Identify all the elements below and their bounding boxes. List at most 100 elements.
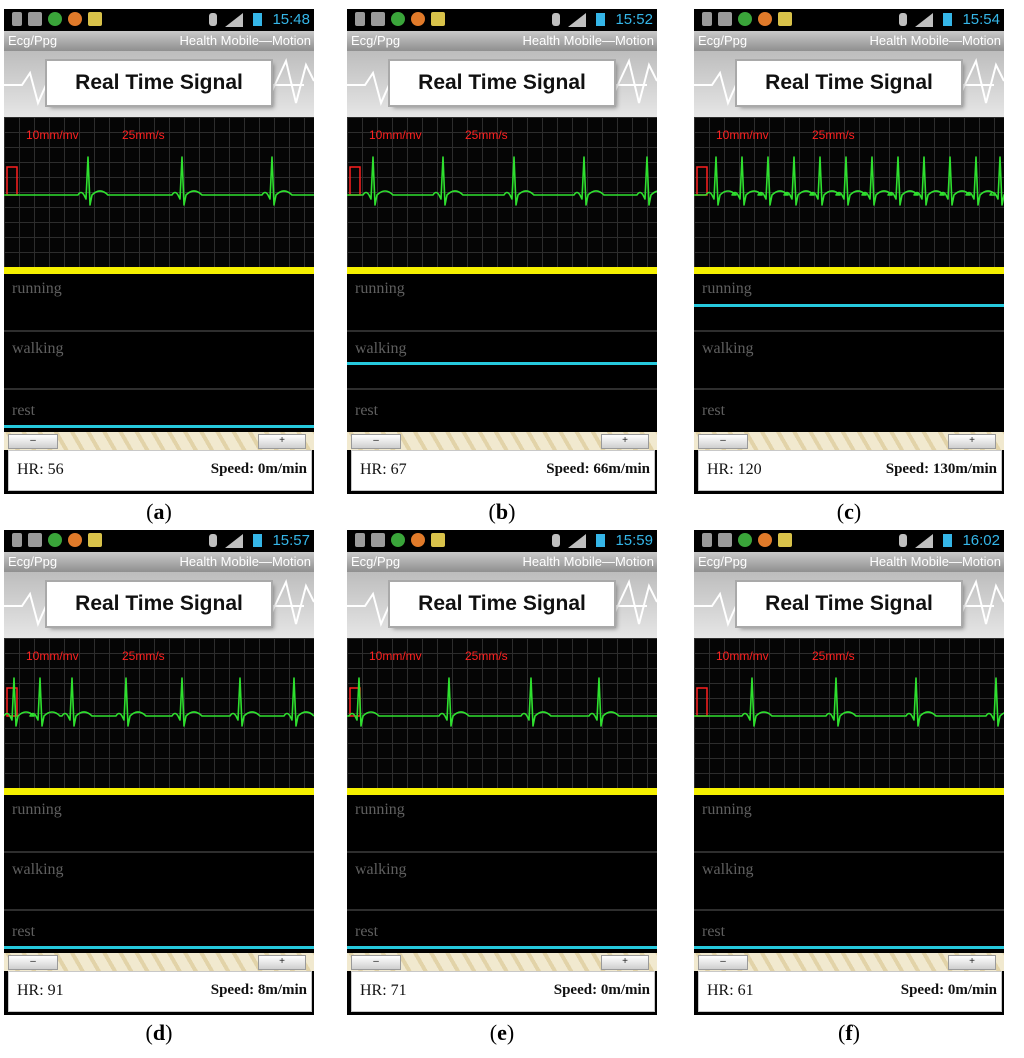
bluetooth-icon [899, 13, 907, 26]
lane-divider [694, 909, 1004, 911]
ecg-activity-separator [347, 788, 657, 795]
speed-readout: Speed: 66m/min [546, 461, 650, 477]
readout-bar: HR: 56 Speed: 0m/min [8, 450, 312, 491]
ecg-grid: 10mm/mv 25mm/s [347, 117, 657, 267]
ecg-grid: 10mm/mv 25mm/s [694, 117, 1004, 267]
app-orange-icon [68, 533, 82, 547]
zoom-out-button[interactable]: – [351, 955, 401, 970]
signal-icon [568, 534, 586, 548]
heart-rate-readout: HR: 56 [17, 461, 64, 478]
app-name: Ecg/Ppg [698, 33, 748, 48]
lane-divider [347, 909, 657, 911]
lane-divider [694, 851, 1004, 853]
app-green-icon [738, 12, 752, 26]
app-title-bar: Ecg/Ppg Health Mobile—Motion [4, 31, 314, 51]
signal-icon [915, 13, 933, 27]
lane-rest-label: rest [355, 923, 379, 940]
lane-running-label: running [355, 801, 405, 818]
paper-speed-label: 25mm/s [465, 128, 508, 142]
paper-speed-label: 25mm/s [122, 128, 165, 142]
zoom-out-button[interactable]: – [698, 434, 748, 449]
zoom-control-bar: – + [694, 953, 1004, 971]
usb-icon [12, 533, 22, 547]
app-green-icon [48, 12, 62, 26]
ecg-waveform [4, 677, 314, 727]
zoom-in-button[interactable]: + [258, 955, 306, 970]
banner: Real Time Signal [694, 51, 1004, 117]
ecg-activity-separator [694, 267, 1004, 274]
lane-divider [694, 388, 1004, 390]
android-debug-icon [718, 12, 732, 26]
battery-icon [943, 534, 952, 547]
battery-icon [596, 13, 605, 26]
lane-divider [347, 388, 657, 390]
zoom-out-button[interactable]: – [351, 434, 401, 449]
zoom-control-bar: – + [4, 432, 314, 450]
lane-divider [4, 851, 314, 853]
lane-rest: rest [347, 390, 657, 432]
calibration-pulse [696, 687, 708, 717]
app-name: Ecg/Ppg [698, 554, 748, 569]
ecg-waveform [347, 677, 657, 727]
app-title-bar: Ecg/Ppg Health Mobile—Motion [694, 31, 1004, 51]
lane-rest: rest [694, 911, 1004, 953]
lane-walking-label: walking [12, 340, 64, 357]
speed-readout: Speed: 0m/min [900, 982, 997, 998]
ecg-grid: 10mm/mv 25mm/s [4, 638, 314, 788]
ecg-activity-separator [4, 267, 314, 274]
lane-walking: walking [347, 332, 657, 390]
zoom-in-button[interactable]: + [258, 434, 306, 449]
phone-screen: 15:48 Ecg/Ppg Health Mobile—Motion Real … [4, 9, 314, 494]
ecg-waveform [4, 156, 314, 206]
status-bar: 15:54 [694, 9, 1004, 31]
android-debug-icon [371, 12, 385, 26]
app-orange-icon [68, 12, 82, 26]
lane-walking-label: walking [355, 340, 407, 357]
speed-readout: Speed: 0m/min [210, 461, 307, 477]
app-green-icon [48, 533, 62, 547]
zoom-out-button[interactable]: – [8, 434, 58, 449]
lane-running: running [694, 795, 1004, 853]
lane-divider [347, 330, 657, 332]
zoom-in-button[interactable]: + [601, 434, 649, 449]
ecg-trace [4, 677, 314, 727]
zoom-out-button[interactable]: – [8, 955, 58, 970]
activity-level-line [4, 946, 314, 949]
lane-running: running [4, 795, 314, 853]
ecg-trace [347, 156, 657, 206]
ecg-waveform [347, 156, 657, 206]
ecg-grid: 10mm/mv 25mm/s [347, 638, 657, 788]
calibration-pulse [6, 166, 18, 196]
readout-bar: HR: 91 Speed: 8m/min [8, 971, 312, 1012]
lane-running: running [347, 795, 657, 853]
calibration-pulse [349, 166, 361, 196]
status-clock: 15:57 [272, 532, 310, 549]
zoom-in-button[interactable]: + [948, 434, 996, 449]
real-time-signal-title: Real Time Signal [737, 582, 961, 626]
lane-walking-label: walking [355, 861, 407, 878]
caption-letter: f [845, 1020, 853, 1045]
zoom-in-button[interactable]: + [948, 955, 996, 970]
bluetooth-icon [552, 534, 560, 547]
lane-walking: walking [4, 853, 314, 911]
lane-running-label: running [12, 280, 62, 297]
lane-running: running [4, 274, 314, 332]
ecg-waveform [694, 677, 1004, 727]
ecg-grid: 10mm/mv 25mm/s [694, 638, 1004, 788]
lane-divider [4, 909, 314, 911]
gain-label: 10mm/mv [716, 649, 769, 663]
lane-walking-label: walking [702, 340, 754, 357]
phone-screen: 15:57 Ecg/Ppg Health Mobile—Motion Real … [4, 530, 314, 1015]
bluetooth-icon [899, 534, 907, 547]
status-clock: 15:48 [272, 11, 310, 28]
lane-divider [4, 388, 314, 390]
zoom-out-button[interactable]: – [698, 955, 748, 970]
activity-level-line [347, 362, 657, 365]
lane-running-label: running [355, 280, 405, 297]
signal-icon [225, 534, 243, 548]
lane-rest-label: rest [355, 402, 379, 419]
activity-level-line [694, 946, 1004, 949]
zoom-in-button[interactable]: + [601, 955, 649, 970]
app-orange-icon [758, 533, 772, 547]
battery-icon [253, 534, 262, 547]
